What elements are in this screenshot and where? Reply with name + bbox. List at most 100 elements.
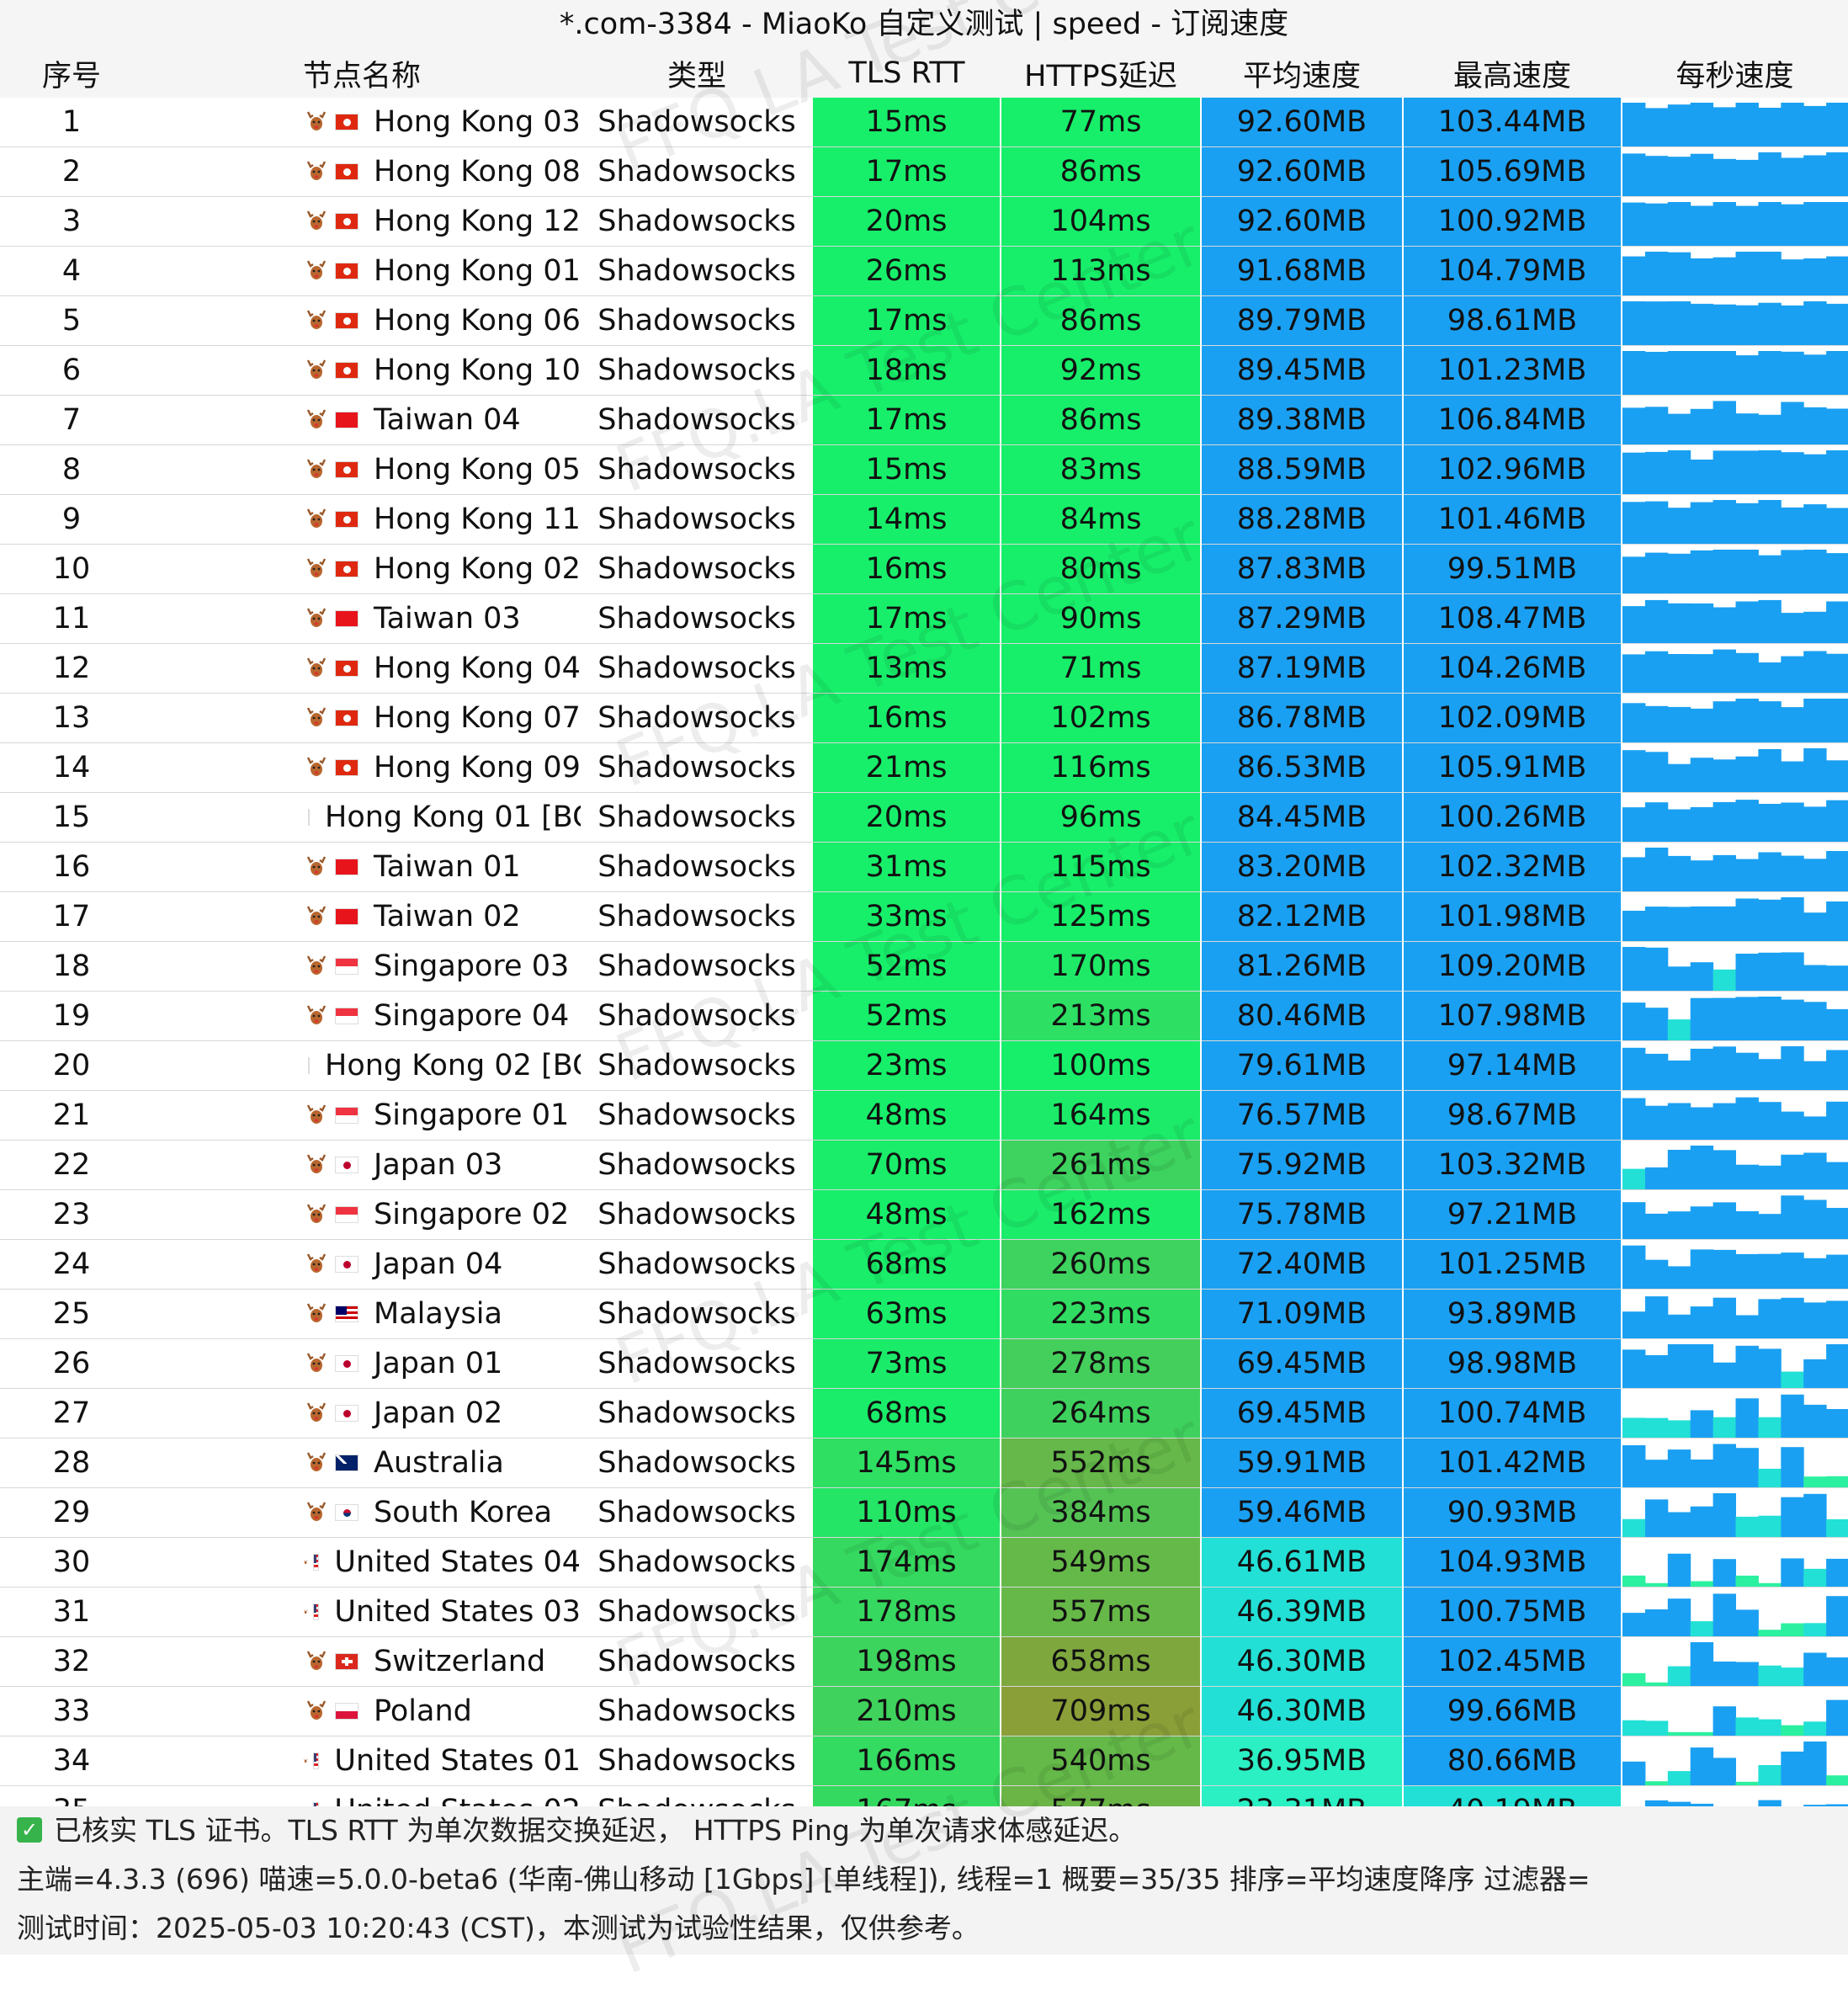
table-row[interactable]: 3 Hong Kong 12 Shadowsocks 20ms 104ms 92.60MB…: [0, 196, 1848, 247]
flag-tw-icon: [335, 908, 358, 925]
table-row[interactable]: 21 Singapore 01 Shadowsocks 48ms 164ms 76.57M…: [0, 1090, 1848, 1141]
speed-bars: [1622, 1245, 1848, 1289]
table-row[interactable]: 20 Hong Kong 02 [BGP]Shadowsocks23ms100ms…: [0, 1040, 1848, 1091]
node-index: 32: [0, 1636, 143, 1687]
tls-rtt-value: 17ms: [813, 295, 1001, 346]
header-max-speed[interactable]: 最高速度: [1403, 49, 1622, 98]
speed-bar: [1781, 402, 1804, 444]
speed-bar: [1690, 1249, 1714, 1289]
speed-bar: [1758, 952, 1782, 991]
speed-bar: [1667, 301, 1691, 345]
speed-bar: [1758, 302, 1782, 345]
table-row[interactable]: 6 Hong Kong 10 Shadowsocks 18ms 92ms 89.45MB 1…: [0, 345, 1848, 396]
table-row[interactable]: 30 United States 04 Shadowsocks 174ms 549ms 4…: [0, 1537, 1848, 1587]
speed-bar: [1735, 652, 1759, 693]
table-row[interactable]: 14 Hong Kong 09 Shadowsocks 21ms 116ms 86.53M…: [0, 742, 1848, 793]
table-row[interactable]: 33 Poland Shadowsocks 210ms 709ms 46.30MB 99.6…: [0, 1686, 1848, 1736]
flag-my-icon: [335, 1306, 358, 1322]
avg-speed-value: 59.91MB: [1201, 1438, 1404, 1488]
speed-bar: [1622, 857, 1646, 891]
node-name-wrap: Hong Kong 02: [143, 552, 581, 586]
node-name-cell: Taiwan 01: [143, 842, 581, 892]
table-row[interactable]: 22 Japan 03 Shadowsocks 70ms 261ms 75.92MB 103…: [0, 1140, 1848, 1190]
table-row[interactable]: 24 Japan 04 Shadowsocks 68ms 260ms 72.40MB 101…: [0, 1239, 1848, 1290]
speed-bar: [1758, 804, 1782, 842]
table-row[interactable]: 23 Singapore 02 Shadowsocks 48ms 162ms 75.78M…: [0, 1189, 1848, 1240]
table-row[interactable]: 4 Hong Kong 01 Shadowsocks 26ms 113ms 91.68MB…: [0, 246, 1848, 296]
table-row[interactable]: 11 Taiwan 03 Shadowsocks 17ms 90ms 87.29MB 108…: [0, 593, 1848, 644]
max-speed-value: 98.61MB: [1403, 295, 1622, 346]
speed-bar: [1758, 1582, 1782, 1587]
tls-rtt-value: 20ms: [813, 792, 1001, 843]
https-delay-value: 213ms: [1001, 991, 1202, 1041]
table-row[interactable]: 7 Taiwan 04 Shadowsocks 17ms 86ms 89.38MB 106.…: [0, 395, 1848, 445]
table-row[interactable]: 5 Hong Kong 06 Shadowsocks 17ms 86ms 89.79MB 9…: [0, 295, 1848, 346]
speed-bar: [1758, 1348, 1782, 1388]
speed-bar: [1690, 351, 1714, 395]
header-per-second[interactable]: 每秒速度: [1622, 49, 1848, 98]
node-index: 1: [0, 98, 143, 147]
header-tls-rtt[interactable]: TLS RTT: [813, 49, 1001, 98]
per-second-speed-graph: [1622, 1587, 1848, 1637]
table-row[interactable]: 28 Australia Shadowsocks 145ms 552ms 59.91MB 1…: [0, 1438, 1848, 1488]
table-row[interactable]: 1 Hong Kong 03 Shadowsocks 15ms 77ms 92.60MB 1…: [0, 98, 1848, 147]
speed-bar: [1781, 1046, 1804, 1090]
per-second-speed-graph: [1622, 246, 1848, 296]
table-row[interactable]: 32 Switzerland Shadowsocks 198ms 658ms 46.30M…: [0, 1636, 1848, 1687]
https-delay-value: 552ms: [1001, 1438, 1202, 1488]
speed-bars: [1622, 649, 1848, 693]
header-name[interactable]: 节点名称: [143, 49, 581, 98]
header-type[interactable]: 类型: [581, 49, 813, 98]
table-row[interactable]: 25 Malaysia Shadowsocks 63ms 223ms 71.09MB 93.…: [0, 1289, 1848, 1339]
table-row[interactable]: 2 Hong Kong 08 Shadowsocks 17ms 86ms 92.60MB 1…: [0, 146, 1848, 197]
flag-hk-icon: [335, 660, 358, 677]
https-delay-value: 90ms: [1001, 593, 1202, 644]
header-https-delay[interactable]: HTTPS延迟: [1001, 49, 1201, 98]
table-row[interactable]: 34 United States 01 Shadowsocks 166ms 540ms 3…: [0, 1736, 1848, 1786]
table-row[interactable]: 8 Hong Kong 05 Shadowsocks 15ms 83ms 88.59MB 1…: [0, 444, 1848, 495]
avg-speed-value: 92.60MB: [1201, 98, 1404, 147]
speed-bar: [1713, 997, 1736, 1040]
table-row[interactable]: 29 South Korea Shadowsocks 110ms 384ms 59.46M…: [0, 1487, 1848, 1538]
avg-speed-value: 91.68MB: [1201, 246, 1404, 296]
node-index: 12: [0, 643, 143, 694]
speed-bar: [1713, 202, 1736, 246]
table-row[interactable]: 18 Singapore 03 Shadowsocks 52ms 170ms 81.26M…: [0, 941, 1848, 992]
table-row[interactable]: 13 Hong Kong 07 Shadowsocks 16ms 102ms 86.78M…: [0, 693, 1848, 743]
max-speed-value: 98.98MB: [1403, 1338, 1622, 1389]
header-avg-speed[interactable]: 平均速度: [1201, 49, 1403, 98]
table-row[interactable]: 16 Taiwan 01 Shadowsocks 31ms 115ms 83.20MB 10…: [0, 842, 1848, 892]
speed-bar: [1667, 413, 1691, 444]
per-second-speed-graph: [1622, 792, 1848, 843]
speed-bar: [1713, 607, 1736, 643]
table-row[interactable]: 27 Japan 02 Shadowsocks 68ms 264ms 69.45MB 100…: [0, 1388, 1848, 1439]
speed-bar: [1690, 408, 1714, 444]
flag-jp-icon: [335, 1157, 358, 1173]
speed-bar: [1826, 103, 1848, 146]
table-row[interactable]: 15 Hong Kong 01 [BGP]Shadowsocks20ms96ms8…: [0, 792, 1848, 843]
table-row[interactable]: 9 Hong Kong 11 Shadowsocks 14ms 84ms 88.28MB 1…: [0, 494, 1848, 545]
node-name-wrap: Japan 03: [143, 1148, 581, 1182]
deer-icon: [306, 1402, 327, 1422]
speed-bar: [1781, 1667, 1804, 1686]
table-row[interactable]: 10 Hong Kong 02 Shadowsocks 16ms 80ms 87.83MB…: [0, 544, 1848, 594]
node-name-wrap: Hong Kong 12: [143, 205, 581, 238]
speed-bar: [1713, 1559, 1736, 1587]
table-row[interactable]: 19 Singapore 04 Shadowsocks 52ms 213ms 80.46M…: [0, 991, 1848, 1041]
table-row[interactable]: 12 Hong Kong 04 Shadowsocks 13ms 71ms 87.19MB…: [0, 643, 1848, 694]
node-name-wrap: Singapore 01: [143, 1098, 581, 1132]
speed-bar: [1735, 252, 1759, 295]
table-row[interactable]: 17 Taiwan 02 Shadowsocks 33ms 125ms 82.12MB 10…: [0, 891, 1848, 942]
speed-bars: [1622, 401, 1848, 444]
speed-bar: [1803, 1116, 1827, 1140]
node-name-wrap: Hong Kong 09: [143, 751, 581, 784]
table-row[interactable]: 26 Japan 01 Shadowsocks 73ms 278ms 69.45MB 98.…: [0, 1338, 1848, 1389]
flag-tw-icon: [335, 610, 358, 627]
per-second-speed-graph: [1622, 1140, 1848, 1190]
table-row[interactable]: 31 United States 03 Shadowsocks 178ms 557ms 4…: [0, 1587, 1848, 1637]
header-index[interactable]: 序号: [0, 49, 143, 98]
max-speed-value: 100.74MB: [1403, 1388, 1622, 1439]
speed-bar: [1667, 157, 1691, 196]
node-name: Taiwan 04: [374, 403, 521, 437]
tls-rtt-value: 33ms: [813, 891, 1001, 942]
